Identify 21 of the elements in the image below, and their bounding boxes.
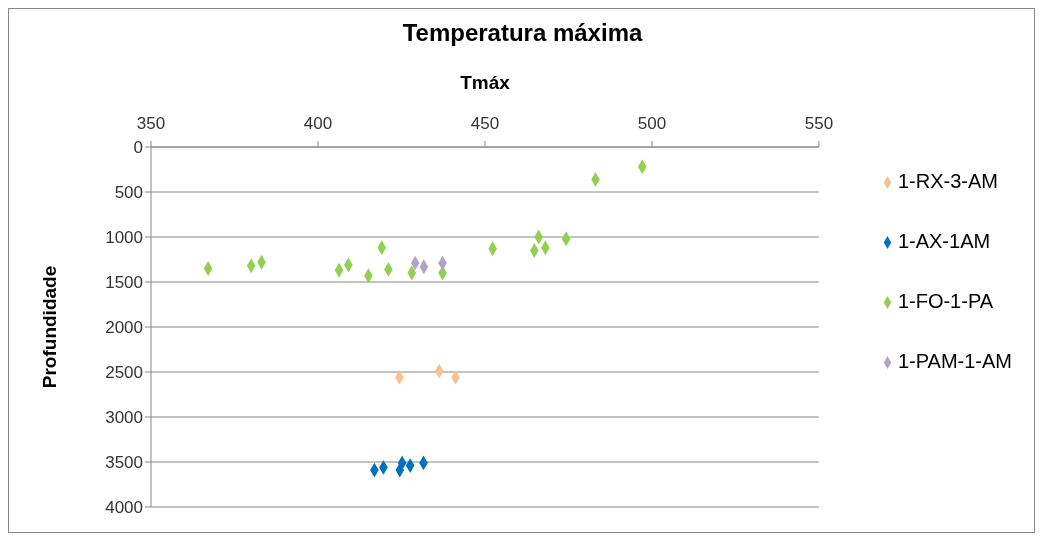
chart-title: Temperatura máxima bbox=[401, 19, 644, 47]
legend-label: 1-RX-3-AM bbox=[897, 169, 998, 192]
legend-label: 1-AX-1AM bbox=[897, 229, 991, 252]
x-axis-title: Tmáx bbox=[460, 72, 511, 93]
x-tick-label: 550 bbox=[804, 114, 834, 133]
y-tick-label: 0 bbox=[133, 138, 143, 158]
y-tick-label: 2000 bbox=[105, 318, 143, 338]
y-axis-title: Profundidade bbox=[38, 265, 60, 389]
legend-label: 1-PAM-1-AM bbox=[897, 349, 1012, 372]
y-tick-label: 1000 bbox=[105, 228, 143, 248]
y-tick-label: 1500 bbox=[105, 273, 143, 293]
y-tick-label: 4000 bbox=[105, 498, 143, 518]
y-tick-label: 3000 bbox=[105, 408, 143, 428]
x-tick-label: 400 bbox=[303, 114, 333, 133]
y-tick-label: 3500 bbox=[105, 453, 143, 473]
y-tick-label: 2500 bbox=[105, 363, 143, 383]
x-tick-label: 500 bbox=[637, 114, 667, 133]
x-tick-label: 450 bbox=[470, 114, 500, 133]
y-tick-label: 500 bbox=[114, 183, 143, 203]
legend-label: 1-FO-1-PA bbox=[897, 289, 994, 312]
x-tick-label: 350 bbox=[136, 114, 166, 133]
